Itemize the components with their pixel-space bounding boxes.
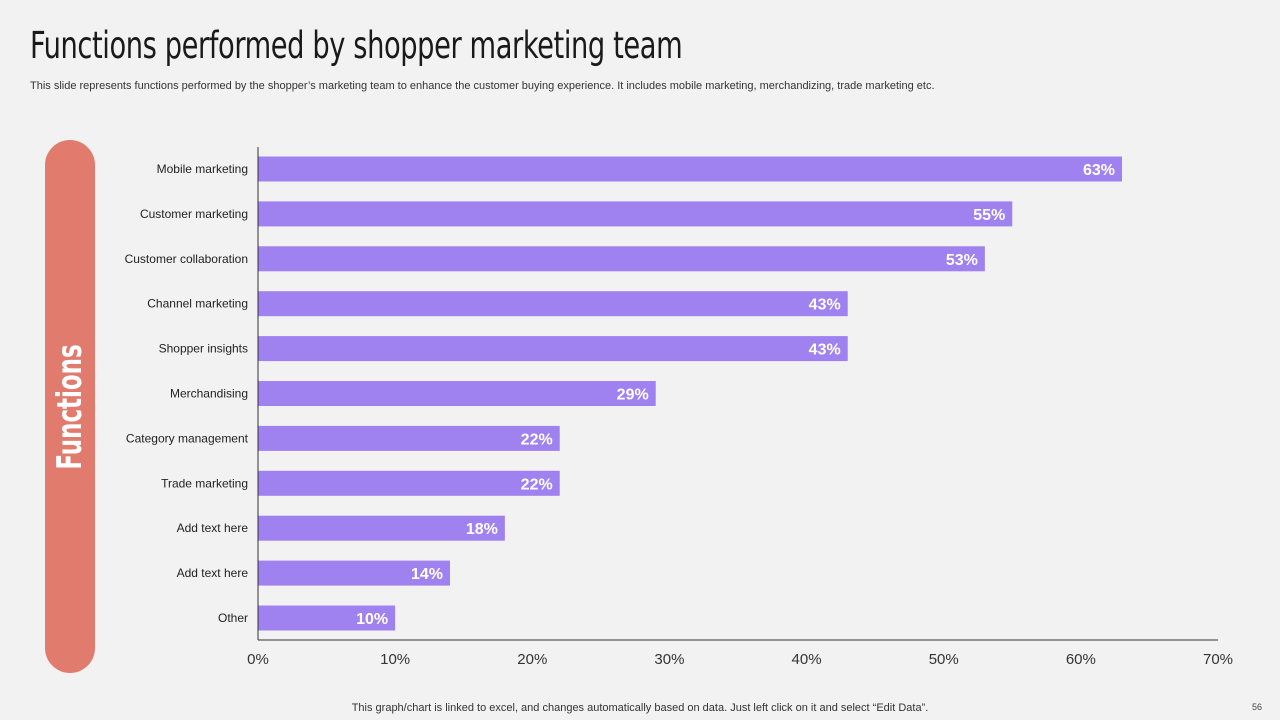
bar-value-label: 53% [946, 252, 978, 269]
bar-value-label: 22% [521, 476, 553, 493]
bar [258, 560, 450, 586]
bar [258, 156, 1122, 182]
bar-value-label: 22% [521, 431, 553, 448]
bar-value-label: 43% [809, 297, 841, 314]
bar [258, 246, 985, 272]
bar [258, 336, 848, 362]
x-tick-label: 50% [929, 651, 959, 668]
x-tick-label: 0% [247, 651, 269, 668]
category-label: Mobile marketing [157, 162, 248, 176]
bar [258, 291, 848, 317]
bars-layer: 63% 55% 53% 43% 43% 29% 22% 22% 18% 14% 10% [258, 156, 1122, 631]
bar-value-label: 18% [466, 521, 498, 538]
bar-value-label: 63% [1083, 162, 1115, 179]
footnote: This graph/chart is linked to excel, and… [351, 702, 929, 714]
slide-subtitle: This slide represents functions performe… [30, 80, 935, 92]
category-label: Shopper insights [159, 342, 248, 356]
bar [258, 605, 396, 631]
x-tick-label: 60% [1066, 651, 1096, 668]
page-number: 56 [1251, 702, 1262, 712]
x-ticks-layer: 0% 10% 20% 30% 40% 50% 60% 70% [247, 651, 1233, 668]
category-label: Category management [126, 431, 249, 445]
functions-side-pill: Functions [45, 140, 95, 673]
x-tick-label: 20% [517, 651, 547, 668]
bar [258, 470, 560, 496]
bar-value-label: 10% [356, 611, 388, 628]
x-tick-label: 40% [792, 651, 822, 668]
slide-title: Functions performed by shopper marketing… [30, 24, 683, 67]
x-tick-label: 10% [380, 651, 410, 668]
x-tick-label: 30% [654, 651, 684, 668]
bar-value-label: 14% [411, 566, 443, 583]
category-label: Customer collaboration [125, 252, 248, 266]
bar [258, 201, 1013, 227]
category-label: Customer marketing [140, 207, 248, 221]
bar [258, 515, 505, 541]
category-label: Trade marketing [161, 476, 248, 490]
bar [258, 425, 560, 451]
x-tick-label: 70% [1203, 651, 1233, 668]
category-label: Merchandising [170, 387, 248, 401]
category-label: Add text here [177, 566, 249, 580]
category-label: Other [218, 611, 248, 625]
category-label: Add text here [177, 521, 249, 535]
category-label: Channel marketing [147, 297, 248, 311]
category-labels-layer: Mobile marketing Customer marketing Custom… [125, 162, 249, 625]
bar [258, 381, 656, 406]
bar-value-label: 29% [617, 387, 649, 404]
bar-value-label: 43% [809, 342, 841, 359]
bar-value-label: 55% [973, 207, 1005, 224]
